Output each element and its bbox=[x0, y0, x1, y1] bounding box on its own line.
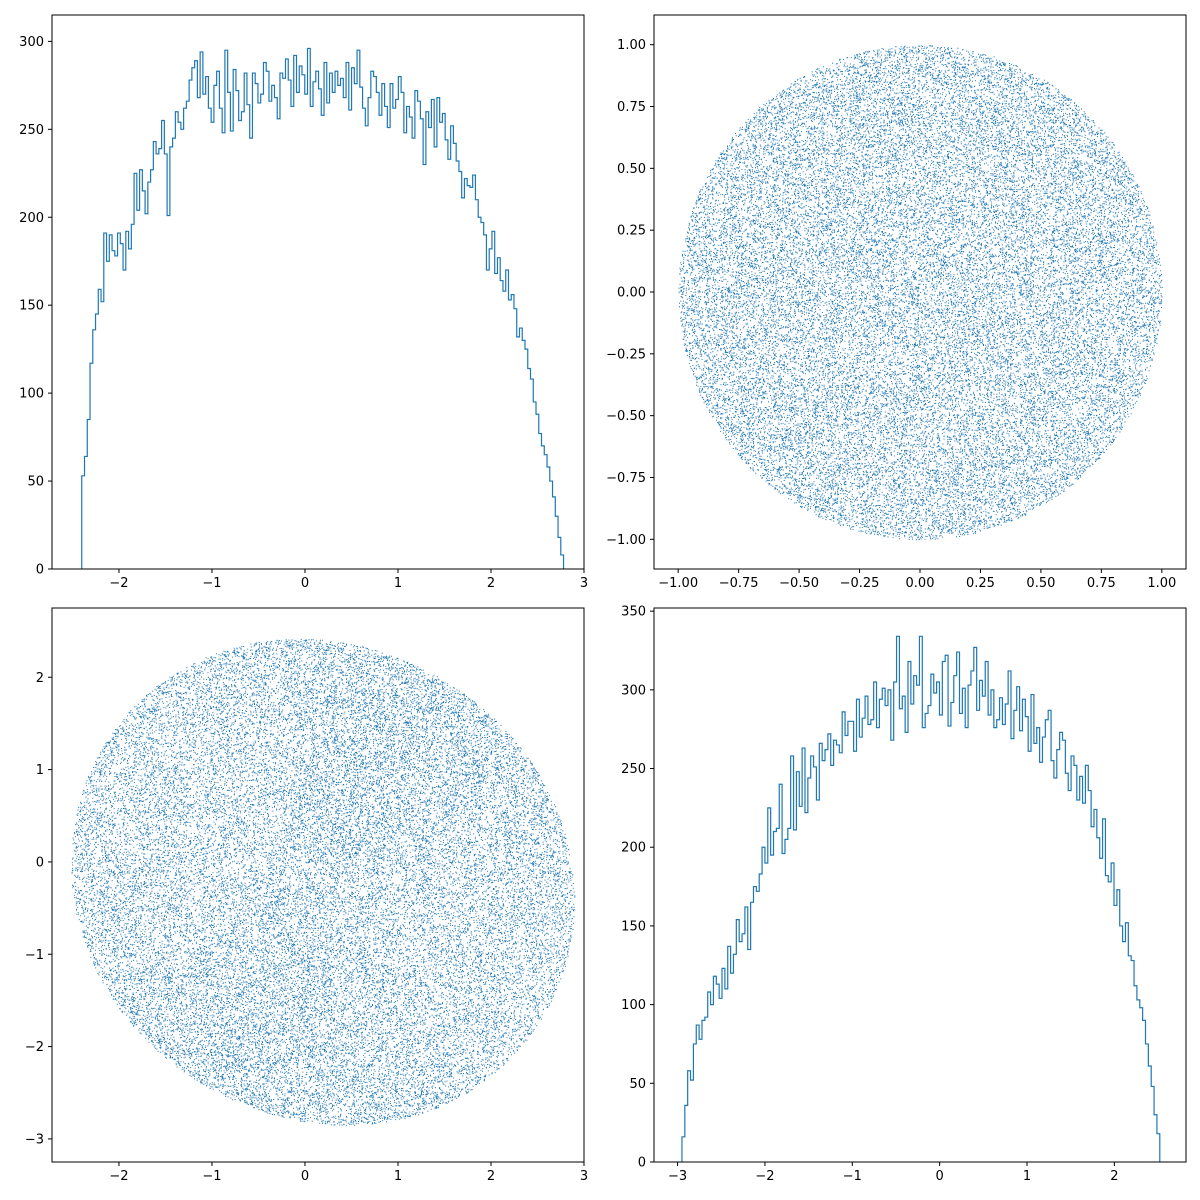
x-tick-label: −1 bbox=[202, 1169, 221, 1184]
x-tick-label: −1.00 bbox=[658, 576, 698, 591]
x-tick-label: 1.00 bbox=[1147, 576, 1176, 591]
histogram-step-line bbox=[681, 635, 1161, 1162]
bottom-right-histogram-panel: −3 −2 −1 0 1 2 0 50 100 150 200 250 300 350 bbox=[621, 605, 1187, 1184]
x-tick-label: 0 bbox=[301, 1169, 309, 1184]
y-tick-label: −1 bbox=[25, 948, 44, 963]
top-right-scatter-panel: −1.00 −0.75 −0.50 −0.25 0.00 0.25 0.50 0.75 1.00… bbox=[606, 14, 1187, 591]
axes-frame bbox=[51, 14, 585, 570]
y-tick-label: 1.00 bbox=[617, 38, 646, 53]
x-tick-label: −1 bbox=[202, 576, 221, 591]
x-tick-label: 1 bbox=[394, 576, 402, 591]
y-tick-label: 300 bbox=[19, 35, 44, 50]
y-tick-label: 0 bbox=[36, 855, 44, 870]
x-tick-label: 2 bbox=[487, 576, 495, 591]
x-tick-label: 0.00 bbox=[906, 576, 935, 591]
y-tick-label: 50 bbox=[27, 475, 44, 490]
x-tick-label: −2 bbox=[755, 1169, 774, 1184]
y-tick-label: 250 bbox=[19, 123, 44, 138]
x-tick-label: −0.25 bbox=[840, 576, 880, 591]
y-tick-label: 100 bbox=[19, 387, 44, 402]
x-tick-label: 3 bbox=[580, 1169, 588, 1184]
y-tick-label: 150 bbox=[19, 299, 44, 314]
top-left-histogram-panel: −2 −1 0 1 2 3 0 50 100 150 200 250 300 bbox=[19, 14, 588, 591]
axes-frame bbox=[51, 607, 585, 1163]
x-tick-label: −3 bbox=[668, 1169, 687, 1184]
y-tick-label: 250 bbox=[621, 762, 646, 777]
scatter-points bbox=[71, 638, 576, 1126]
y-tick-label: 150 bbox=[621, 919, 646, 934]
y-tick-label: 200 bbox=[621, 841, 646, 856]
y-tick-label: 0 bbox=[638, 1156, 646, 1171]
x-tick-label: 3 bbox=[580, 576, 588, 591]
y-tick-label: −0.50 bbox=[606, 409, 646, 424]
y-tick-label: 0.25 bbox=[617, 224, 646, 239]
y-tick-label: −1.00 bbox=[606, 533, 646, 548]
x-tick-label: −2 bbox=[109, 1169, 128, 1184]
y-tick-label: 2 bbox=[36, 671, 44, 686]
x-tick-label: 0.25 bbox=[966, 576, 995, 591]
x-tick-label: −0.75 bbox=[719, 576, 759, 591]
x-tick-label: −2 bbox=[109, 576, 128, 591]
y-tick-label: 100 bbox=[621, 998, 646, 1013]
x-tick-label: 0 bbox=[936, 1169, 944, 1184]
y-tick-label: −0.75 bbox=[606, 471, 646, 486]
x-tick-label: 2 bbox=[487, 1169, 495, 1184]
x-tick-label: 1 bbox=[1023, 1169, 1031, 1184]
y-tick-label: −2 bbox=[25, 1040, 44, 1055]
y-tick-label: −0.25 bbox=[606, 347, 646, 362]
histogram-step-line bbox=[81, 47, 565, 569]
y-tick-label: 1 bbox=[36, 763, 44, 778]
x-tick-label: −1 bbox=[843, 1169, 862, 1184]
y-tick-label: 0 bbox=[36, 563, 44, 578]
y-tick-label: 300 bbox=[621, 683, 646, 698]
y-tick-label: −3 bbox=[25, 1132, 44, 1147]
scatter-points bbox=[678, 45, 1163, 541]
y-tick-label: 0.00 bbox=[617, 286, 646, 301]
y-tick-label: 200 bbox=[19, 211, 44, 226]
y-tick-label: 350 bbox=[621, 605, 646, 620]
y-tick-label: 50 bbox=[629, 1077, 646, 1092]
x-tick-label: 0.50 bbox=[1026, 576, 1055, 591]
x-tick-label: 2 bbox=[1110, 1169, 1118, 1184]
axes-frame bbox=[653, 607, 1187, 1163]
x-tick-label: 1 bbox=[394, 1169, 402, 1184]
x-tick-label: 0.75 bbox=[1087, 576, 1116, 591]
x-tick-label: 0 bbox=[301, 576, 309, 591]
y-tick-label: 0.75 bbox=[617, 100, 646, 115]
bottom-left-scatter-panel: −2 −1 0 1 2 3 −3 −2 −1 0 1 2 bbox=[25, 607, 588, 1184]
y-tick-label: 0.50 bbox=[617, 162, 646, 177]
x-tick-label: −0.50 bbox=[779, 576, 819, 591]
